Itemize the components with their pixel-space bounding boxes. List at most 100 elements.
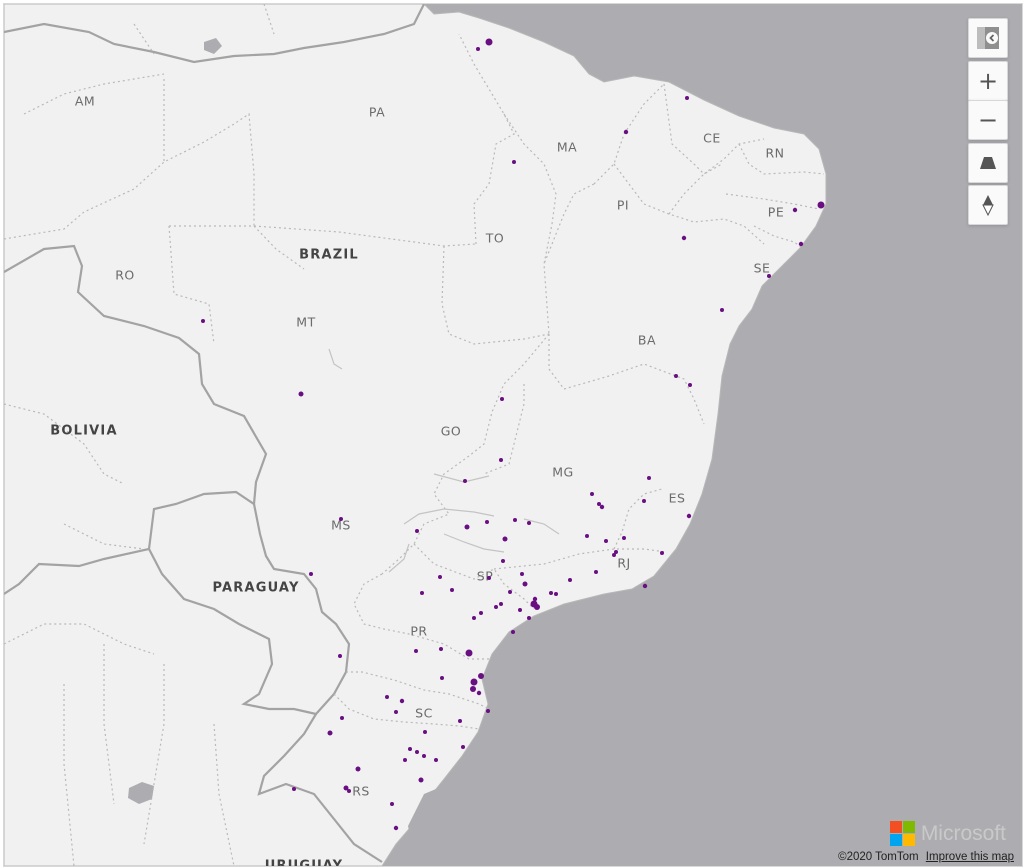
location-marker[interactable] [479, 611, 483, 615]
improve-map-link[interactable]: Improve this map [925, 851, 1014, 863]
state-label-ce: CE [703, 130, 721, 146]
location-marker[interactable] [817, 201, 825, 209]
location-marker[interactable] [622, 536, 626, 540]
location-marker[interactable] [527, 521, 531, 525]
location-marker[interactable] [501, 559, 505, 563]
location-marker[interactable] [520, 572, 524, 576]
location-marker[interactable] [338, 654, 342, 658]
location-marker[interactable] [327, 730, 333, 736]
location-marker[interactable] [201, 319, 205, 323]
location-marker[interactable] [476, 47, 480, 51]
location-marker[interactable] [418, 777, 424, 783]
location-marker[interactable] [513, 518, 517, 522]
location-marker[interactable] [390, 802, 394, 806]
location-marker[interactable] [494, 605, 498, 609]
location-marker[interactable] [599, 504, 605, 510]
location-marker[interactable] [439, 647, 443, 651]
map-style-button[interactable] [968, 18, 1008, 58]
location-marker[interactable] [463, 479, 467, 483]
location-marker[interactable] [549, 591, 553, 595]
location-marker[interactable] [470, 686, 476, 692]
location-marker[interactable] [450, 588, 454, 592]
location-marker[interactable] [720, 308, 724, 312]
location-marker[interactable] [518, 608, 522, 612]
location-marker[interactable] [554, 592, 558, 596]
location-marker[interactable] [614, 550, 618, 554]
location-marker[interactable] [681, 235, 687, 241]
location-marker[interactable] [461, 745, 465, 749]
location-marker[interactable] [612, 553, 616, 557]
location-marker[interactable] [660, 551, 664, 555]
location-marker[interactable] [472, 616, 476, 620]
location-marker[interactable] [438, 575, 442, 579]
location-marker[interactable] [355, 766, 361, 772]
location-marker[interactable] [458, 719, 462, 723]
location-marker[interactable] [414, 649, 418, 653]
location-marker[interactable] [590, 492, 594, 496]
location-marker[interactable] [298, 391, 304, 397]
location-marker[interactable] [597, 502, 601, 506]
location-marker[interactable] [487, 576, 491, 580]
microsoft-logo-mark [889, 821, 915, 846]
location-marker[interactable] [440, 676, 444, 680]
location-marker[interactable] [399, 698, 405, 704]
microsoft-logo: Microsoft [889, 821, 1006, 846]
location-marker[interactable] [688, 383, 692, 387]
location-marker[interactable] [470, 678, 478, 686]
location-marker[interactable] [511, 630, 515, 634]
location-marker[interactable] [585, 534, 589, 538]
zoom-out-button[interactable]: − [968, 100, 1008, 140]
location-marker[interactable] [464, 524, 470, 530]
location-marker[interactable] [434, 758, 438, 762]
map-canvas[interactable]: AM PA MA CE RN PI PE TO SE RO MT BA GO M… [3, 3, 1023, 867]
compass-button[interactable] [968, 185, 1008, 225]
location-marker[interactable] [403, 758, 407, 762]
location-marker[interactable] [478, 673, 484, 679]
location-marker[interactable] [485, 520, 489, 524]
location-marker[interactable] [508, 590, 512, 594]
location-marker[interactable] [309, 572, 313, 576]
location-marker[interactable] [499, 602, 503, 606]
location-marker[interactable] [476, 690, 482, 696]
location-marker[interactable] [502, 536, 508, 542]
location-marker[interactable] [343, 785, 349, 791]
location-marker[interactable] [486, 709, 490, 713]
location-marker[interactable] [522, 581, 528, 587]
zoom-in-button[interactable]: + [968, 61, 1008, 101]
location-marker[interactable] [485, 38, 493, 46]
location-marker[interactable] [594, 570, 598, 574]
location-marker[interactable] [686, 513, 692, 519]
location-marker[interactable] [465, 649, 473, 657]
location-marker[interactable] [792, 207, 798, 213]
location-marker[interactable] [340, 716, 344, 720]
location-marker[interactable] [415, 750, 419, 754]
location-marker[interactable] [532, 596, 538, 602]
location-marker[interactable] [527, 616, 531, 620]
location-marker[interactable] [499, 458, 503, 462]
location-marker[interactable] [767, 274, 771, 278]
location-marker[interactable] [512, 160, 516, 164]
location-marker[interactable] [642, 499, 646, 503]
location-marker[interactable] [394, 710, 398, 714]
location-marker[interactable] [347, 789, 351, 793]
location-marker[interactable] [604, 539, 608, 543]
location-marker[interactable] [420, 591, 424, 595]
location-marker[interactable] [292, 787, 296, 791]
location-marker[interactable] [408, 747, 412, 751]
location-marker[interactable] [339, 517, 343, 521]
location-marker[interactable] [422, 754, 426, 758]
location-marker[interactable] [415, 529, 419, 533]
location-marker[interactable] [647, 476, 651, 480]
location-marker[interactable] [798, 241, 804, 247]
location-marker[interactable] [568, 578, 572, 582]
location-marker[interactable] [674, 374, 678, 378]
location-marker[interactable] [500, 397, 504, 401]
location-marker[interactable] [623, 129, 629, 135]
pitch-button[interactable] [968, 143, 1008, 183]
location-marker[interactable] [685, 96, 689, 100]
location-marker[interactable] [385, 695, 389, 699]
location-marker[interactable] [642, 583, 648, 589]
location-marker[interactable] [423, 730, 427, 734]
location-marker[interactable] [393, 825, 399, 831]
location-marker[interactable] [534, 604, 540, 610]
